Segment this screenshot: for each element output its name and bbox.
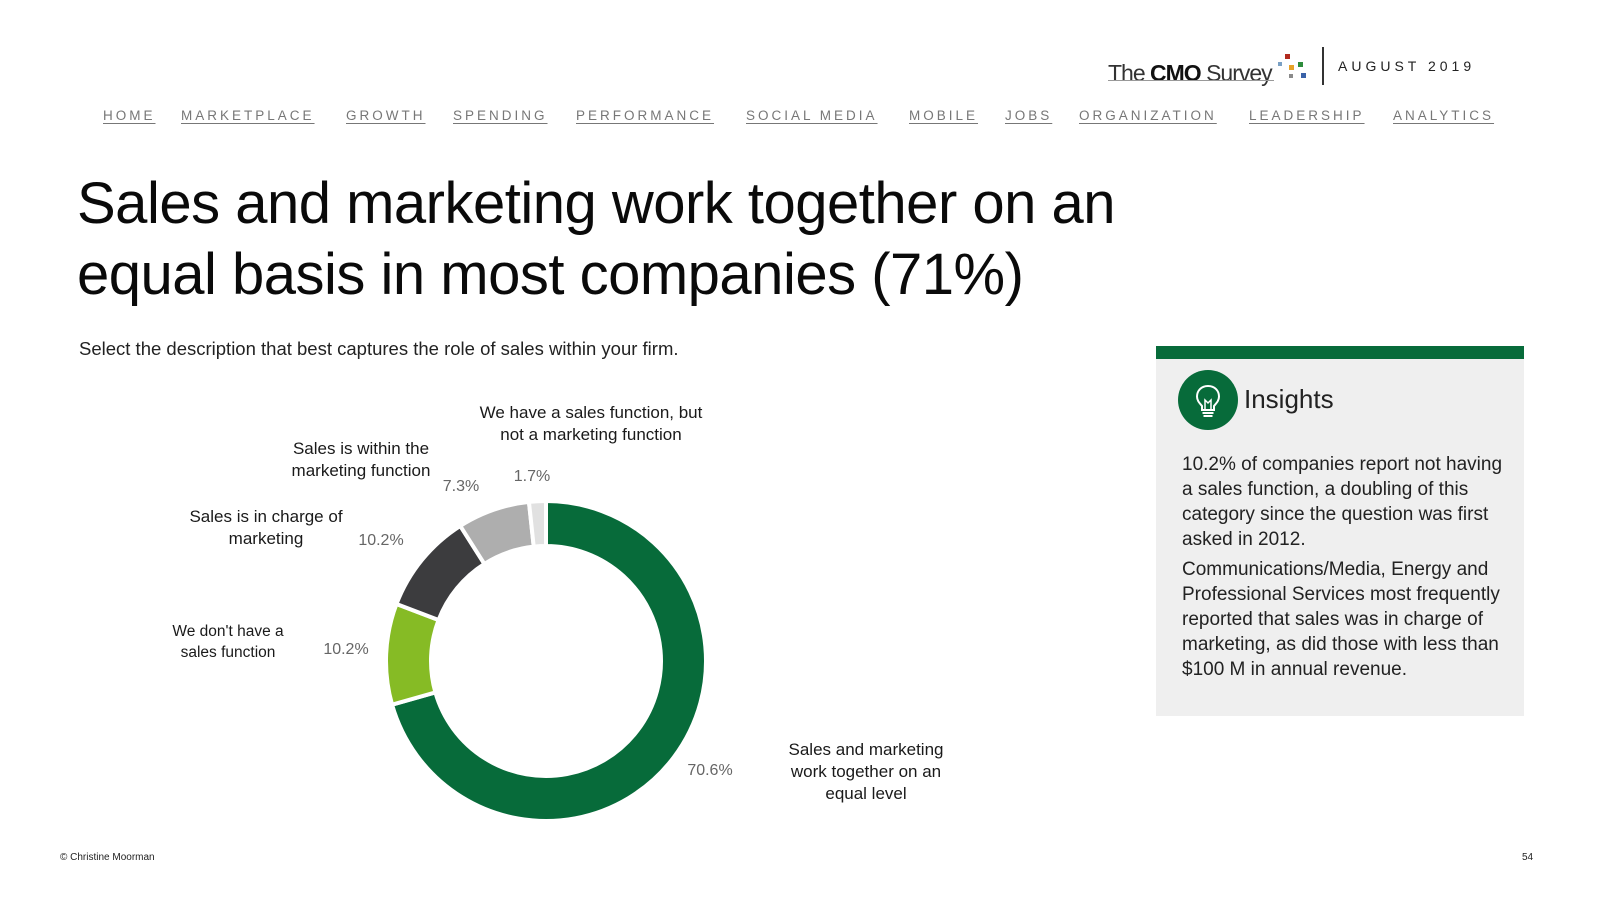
page-number: 54 xyxy=(1522,852,1534,863)
slice-value-label: 7.3% xyxy=(443,478,479,495)
nav-mobile[interactable]: MOBILE xyxy=(909,108,979,123)
nav-growth[interactable]: GROWTH xyxy=(346,108,426,123)
insights-panel-accent-bar xyxy=(1156,346,1524,359)
insight-paragraph-2: Communications/Media, Energy and Profess… xyxy=(1182,559,1500,680)
header-divider xyxy=(1322,47,1324,85)
nav-performance[interactable]: PERFORMANCE xyxy=(576,108,715,123)
slice-value-label: 70.6% xyxy=(687,762,732,779)
slice-category-label: Sales is in charge of marketing xyxy=(189,507,342,548)
insights-panel: Insights 10.2% of companies report not h… xyxy=(1156,346,1524,716)
cmo-survey-logo: The CMO Survey xyxy=(1108,50,1312,86)
logo-cmo: CMO xyxy=(1150,60,1202,86)
insights-title: Insights xyxy=(1244,384,1334,414)
slice-value-label: 1.7% xyxy=(514,468,550,485)
slice-category-label-line: marketing xyxy=(229,529,304,548)
survey-date: AUGUST 2019 xyxy=(1338,58,1476,74)
page-title: Sales and marketing work together on an … xyxy=(77,168,1116,310)
slice-category-label-line: marketing function xyxy=(292,461,431,480)
slice-category-label: We don't have a sales function xyxy=(172,623,284,661)
logo-survey: Survey xyxy=(1206,60,1273,86)
slice-value-label: 10.2% xyxy=(358,532,403,549)
slice-category-label-line: equal level xyxy=(825,784,906,803)
page-title-line2: equal basis in most companies (71%) xyxy=(77,242,1024,307)
slice-category-label: We have a sales function, but not a marke… xyxy=(480,403,703,444)
slice-value-label: 10.2% xyxy=(323,641,368,658)
top-navigation: HOME MARKETPLACE GROWTH SPENDING PERFORM… xyxy=(0,108,1600,128)
slice-category-label-line: We have a sales function, but xyxy=(480,403,703,422)
slice-category-label-line: Sales is in charge of xyxy=(189,507,342,526)
slice-category-label-line: We don't have a xyxy=(172,623,284,640)
donut-slice xyxy=(389,498,708,823)
insight-paragraph-1: 10.2% of companies report not having a s… xyxy=(1182,454,1503,550)
logo-underline xyxy=(1108,80,1274,81)
nav-analytics[interactable]: ANALYTICS xyxy=(1393,108,1495,123)
slice-category-label-line: Sales is within the xyxy=(293,439,429,458)
nav-leadership[interactable]: LEADERSHIP xyxy=(1249,108,1365,123)
logo-squares-icon xyxy=(1274,52,1312,86)
nav-jobs[interactable]: JOBS xyxy=(1005,108,1053,123)
nav-spending[interactable]: SPENDING xyxy=(453,108,548,123)
nav-home[interactable]: HOME xyxy=(103,108,156,123)
nav-social-media[interactable]: SOCIAL MEDIA xyxy=(746,108,878,123)
slice-category-label-line: not a marketing function xyxy=(500,425,681,444)
slice-category-label: Sales and marketing work together on an eq… xyxy=(789,740,944,803)
survey-question: Select the description that best capture… xyxy=(79,338,679,359)
slice-category-label: Sales is within the marketing function xyxy=(292,439,431,480)
nav-organization[interactable]: ORGANIZATION xyxy=(1079,108,1217,123)
logo-the: The xyxy=(1108,60,1146,86)
slice-category-label-line: work together on an xyxy=(790,762,941,781)
nav-marketplace[interactable]: MARKETPLACE xyxy=(181,108,315,123)
slice-category-label-line: Sales and marketing xyxy=(789,740,944,759)
copyright-notice: © Christine Moorman xyxy=(60,852,155,863)
slice-category-label-line: sales function xyxy=(181,644,276,661)
donut-slice xyxy=(526,498,548,549)
logo-wordmark: The CMO Survey xyxy=(1108,60,1273,86)
lightbulb-icon xyxy=(1178,370,1238,430)
insights-body: 10.2% of companies report not having a s… xyxy=(1182,452,1512,687)
page-title-line1: Sales and marketing work together on an xyxy=(77,171,1116,236)
